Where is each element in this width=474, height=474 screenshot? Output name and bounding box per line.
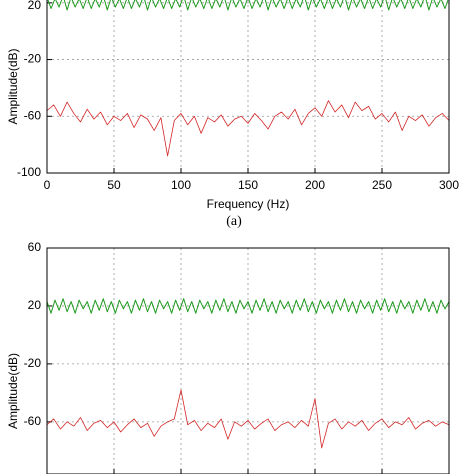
y-tick-label: -100 bbox=[17, 165, 41, 179]
caption: (a) bbox=[226, 214, 242, 229]
x-tick-label: 300 bbox=[439, 178, 459, 192]
y-tick-label: -60 bbox=[24, 108, 42, 122]
y-tick-label: -20 bbox=[24, 356, 42, 370]
series-group bbox=[47, 298, 449, 314]
x-axis-label: Frequency (Hz) bbox=[207, 197, 290, 211]
plot-frame bbox=[46, 247, 450, 474]
series-group bbox=[47, 0, 449, 11]
data-line bbox=[47, 389, 449, 449]
plot-frame bbox=[46, 0, 450, 174]
x-tick-label: 0 bbox=[44, 178, 51, 192]
data-line bbox=[47, 100, 449, 157]
x-tick-label: 200 bbox=[305, 178, 325, 192]
data-line bbox=[47, 298, 449, 314]
series-group bbox=[47, 100, 449, 157]
data-line bbox=[47, 0, 449, 11]
series-group bbox=[47, 389, 449, 449]
x-tick-label: 50 bbox=[107, 178, 121, 192]
y-tick-label: 20 bbox=[28, 0, 42, 12]
y-tick-label: 20 bbox=[28, 298, 42, 312]
y-tick-label: -60 bbox=[24, 414, 42, 428]
x-tick-label: 150 bbox=[238, 178, 258, 192]
y-tick-label: 60 bbox=[28, 240, 42, 254]
y-tick-label: -20 bbox=[24, 52, 42, 66]
x-tick-label: 250 bbox=[372, 178, 392, 192]
y-axis-label: Amplitude(dB) bbox=[6, 353, 20, 429]
x-tick-label: 100 bbox=[171, 178, 191, 192]
y-axis-label: Amplitude(dB) bbox=[6, 48, 20, 124]
